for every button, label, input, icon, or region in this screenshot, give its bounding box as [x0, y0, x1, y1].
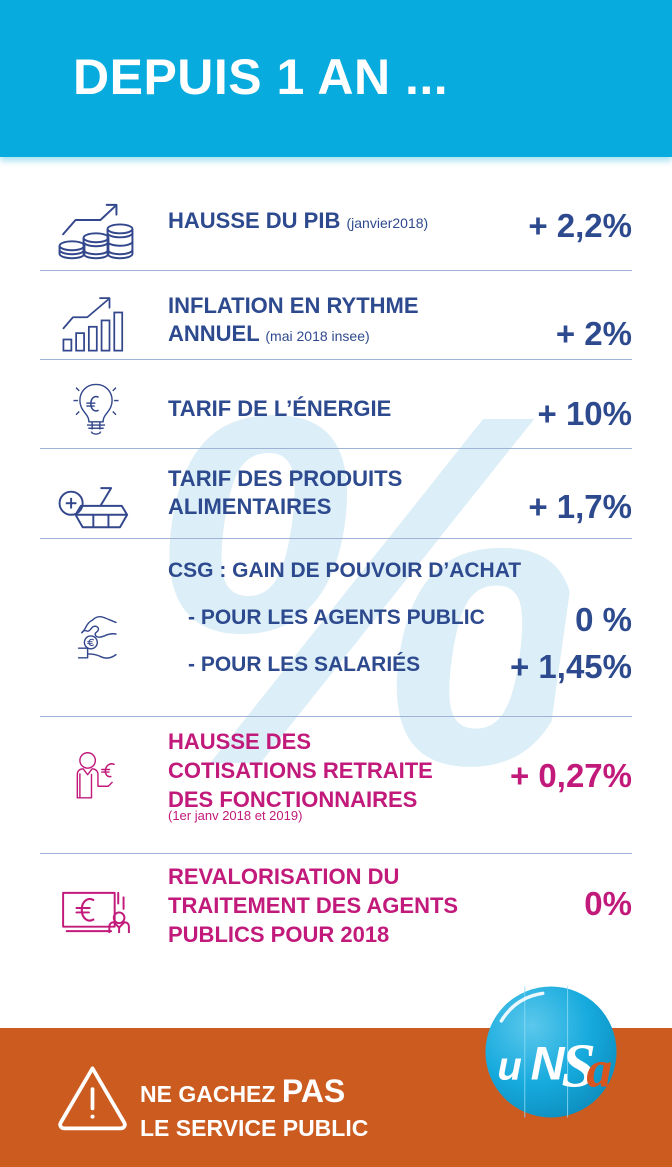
- svg-text:N: N: [531, 1038, 566, 1090]
- svg-text:u: u: [497, 1045, 521, 1089]
- svg-text:a: a: [586, 1042, 612, 1099]
